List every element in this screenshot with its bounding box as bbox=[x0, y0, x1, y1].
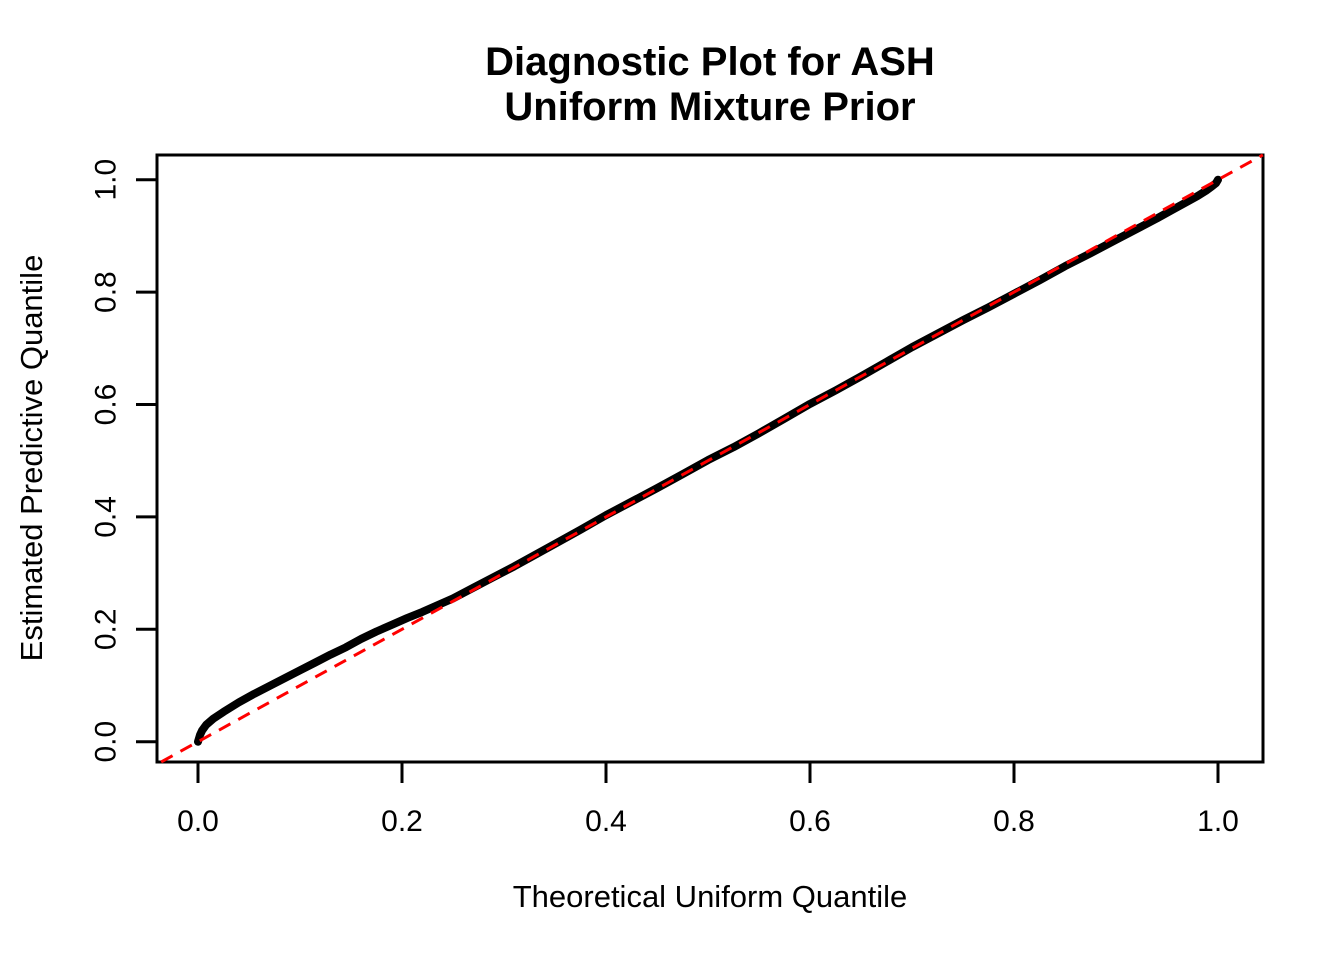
identity-reference-line bbox=[160, 153, 1264, 764]
x-tick-label: 0.2 bbox=[381, 805, 423, 838]
y-tick-label: 0.8 bbox=[90, 271, 123, 313]
y-tick-label: 0.6 bbox=[90, 384, 123, 426]
y-tick-label: 0.2 bbox=[90, 608, 123, 650]
y-tick-label: 1.0 bbox=[90, 159, 123, 201]
x-tick-label: 0.4 bbox=[585, 805, 627, 838]
y-tick-label: 0.0 bbox=[90, 721, 123, 763]
y-tick-label: 0.4 bbox=[90, 496, 123, 538]
x-tick-label: 0.0 bbox=[177, 805, 219, 838]
plot-box bbox=[155, 153, 1265, 764]
chart-title-line2: Uniform Mixture Prior bbox=[504, 85, 916, 129]
x-tick-label: 0.6 bbox=[789, 805, 831, 838]
chart-title-line1: Diagnostic Plot for ASH bbox=[485, 40, 935, 84]
chart-title: Diagnostic Plot for ASH Uniform Mixture … bbox=[157, 40, 1263, 130]
x-tick-label: 1.0 bbox=[1197, 805, 1239, 838]
x-axis-title: Theoretical Uniform Quantile bbox=[512, 879, 908, 914]
x-tick-label: 0.8 bbox=[993, 805, 1035, 838]
